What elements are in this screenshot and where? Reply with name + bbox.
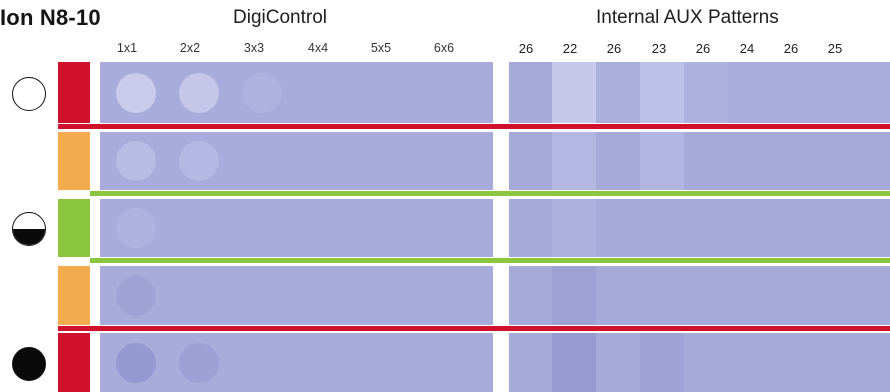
separator-line-red <box>58 326 890 331</box>
swatch-red <box>58 62 90 123</box>
column-label-5x5: 5x5 <box>370 41 392 55</box>
digicontrol-label: DigiControl <box>233 7 327 28</box>
aux-bar <box>509 266 890 325</box>
aux-pattern-column <box>552 266 596 325</box>
swatch-red <box>58 333 90 392</box>
swatch-green <box>58 199 90 257</box>
aux-column-label: 26 <box>518 41 534 56</box>
aux-column-label: 25 <box>827 41 843 56</box>
digicontrol-bar <box>100 266 493 325</box>
aux-bar <box>509 132 890 190</box>
digicontrol-bar <box>100 62 493 123</box>
column-label-3x3: 3x3 <box>243 41 265 55</box>
pattern-dot <box>116 343 156 383</box>
column-label-1x1: 1x1 <box>116 41 138 55</box>
pattern-dot <box>179 73 219 113</box>
pattern-dot <box>242 73 282 113</box>
aux-pattern-column <box>552 132 596 190</box>
column-label-2x2: 2x2 <box>179 41 201 55</box>
aux-bar <box>509 333 890 392</box>
aux-pattern-column <box>552 199 596 257</box>
aux-pattern-column <box>552 333 596 392</box>
aux-column-label: 26 <box>783 41 799 56</box>
title: Ion N8-10 <box>0 5 101 30</box>
aux-pattern-column <box>684 62 728 123</box>
empty-circle-icon <box>12 77 46 111</box>
aux-pattern-column <box>552 62 596 123</box>
aux-column-label: 23 <box>651 41 667 56</box>
swatch-orange <box>58 266 90 325</box>
aux-column-label: 22 <box>562 41 578 56</box>
aux-pattern-column <box>728 62 890 123</box>
digicontrol-panel <box>100 62 493 392</box>
filled-circle-icon <box>12 347 46 381</box>
aux-patterns-panel <box>509 62 890 392</box>
column-label-6x6: 6x6 <box>433 41 455 55</box>
aux-pattern-column <box>640 333 684 392</box>
column-label-4x4: 4x4 <box>307 41 329 55</box>
aux-bar <box>509 199 890 257</box>
aux-pattern-column <box>596 62 640 123</box>
half-fill <box>13 229 45 245</box>
digicontrol-bar <box>100 333 493 392</box>
swatch-orange <box>58 132 90 190</box>
pattern-dot <box>179 343 219 383</box>
pattern-dot <box>116 141 156 181</box>
digicontrol-bar <box>100 199 493 257</box>
aux-pattern-column <box>640 62 684 123</box>
aux-column-label: 24 <box>739 41 755 56</box>
aux-column-label: 26 <box>695 41 711 56</box>
separator-line-green <box>90 191 890 196</box>
aux-bar <box>509 62 890 123</box>
pattern-dot <box>116 276 156 316</box>
aux-column-label: 26 <box>606 41 622 56</box>
aux-patterns-label: Internal AUX Patterns <box>596 7 779 28</box>
digicontrol-bar <box>100 132 493 190</box>
separator-line-green <box>90 258 890 263</box>
separator-line-red <box>58 124 890 129</box>
pattern-dot <box>116 73 156 113</box>
pattern-dot <box>179 141 219 181</box>
half-filled-circle-icon <box>12 212 46 246</box>
aux-pattern-column <box>640 132 684 190</box>
pattern-dot <box>116 208 156 248</box>
